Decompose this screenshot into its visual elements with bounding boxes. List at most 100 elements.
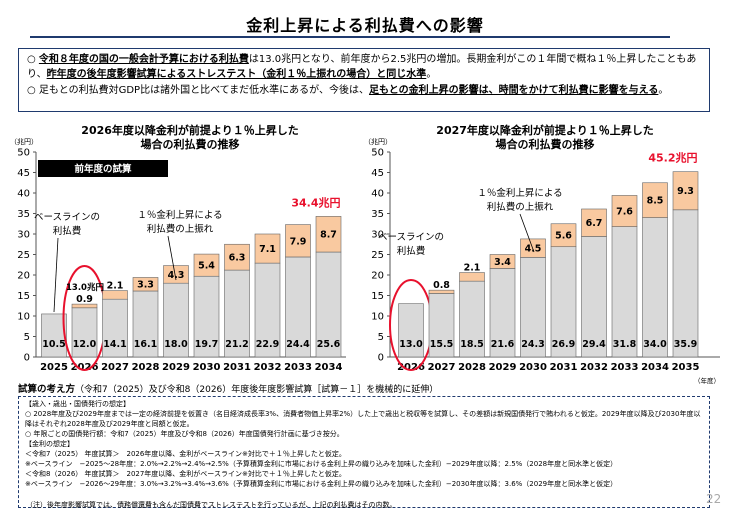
chart-1-bar-baseline-label: 24.4: [286, 339, 310, 350]
chart-1-bar-baseline: [315, 251, 342, 358]
chart-2-y-tick-label: 45: [371, 168, 384, 179]
chart-1-bar-upside-label: 6.3: [229, 253, 246, 264]
chart-2-bar-baseline-label: 13.0: [399, 339, 423, 350]
chart-1-title-line1: 2026年度以降金利が前提より１％上昇した: [81, 124, 299, 137]
chart-2-y-tick-label: 10: [371, 312, 384, 323]
summary-line-1: ○ 令和８年度の国の一般会計予算における利払費は13.0兆円となり、前年度から2…: [27, 52, 701, 82]
chart-1-bar-upside-label: 7.1: [259, 244, 276, 255]
chart-2-x-tick-label: 2027: [428, 362, 456, 373]
summary-end-1: 。: [426, 69, 437, 80]
chart-1-y-tick-label: 15: [17, 291, 30, 302]
chart-2-total-label: 45.2兆円: [648, 151, 697, 165]
chart-2-bar-upside: [428, 289, 455, 294]
chart-2-x-tick-label: 2035: [672, 362, 700, 373]
chart-2-bar-upside-label: 7.6: [616, 207, 633, 218]
chart-1-bar-upside-label: 7.9: [290, 236, 307, 247]
charts-canvas: （兆円）0510152025303540455010.5202512.00.92…: [10, 137, 720, 385]
note-line: 【歳入・歳出・国債発行の想定】: [25, 400, 130, 408]
chart-1-y-tick-label: 30: [17, 230, 30, 241]
chart-2-bar-upside-label: 8.5: [647, 196, 664, 207]
note-line: ＜令和8（2026） 年度試算＞ 2027年度以降、金利がベースライン※対比で＋…: [25, 470, 346, 478]
chart-2-bar-upside-label: 2.1: [464, 263, 481, 274]
chart-1-title-line2: 場合の利払費の推移: [140, 138, 240, 151]
chart-1-bar-upside: [285, 224, 311, 258]
note-line: ※ベースライン −2025〜28年度：2.0%→2.2%→2.4%→2.5%（予…: [25, 460, 618, 468]
page-title: 金利上昇による利払費への影響: [246, 16, 484, 35]
chart-1-bar-baseline-label: 18.0: [164, 339, 188, 350]
chart-1-bar-baseline-label: 12.0: [73, 339, 97, 350]
chart-1-y-tick-label: 50: [17, 148, 30, 159]
chart-2-y-tick-label: 5: [378, 332, 384, 343]
chart-1-bar-upside-label: 8.7: [320, 230, 337, 241]
chart-2-bar-baseline: [398, 303, 424, 358]
chart-1-bar-upside: [224, 243, 250, 271]
chart-1-bar-baseline: [254, 262, 281, 358]
chart-2-y-tick-label: 15: [371, 291, 384, 302]
chart-2-anno-upside-pointer: [519, 213, 535, 253]
chart-2-y-tick-label: 30: [371, 230, 384, 241]
chart-2-bar-baseline: [489, 268, 516, 358]
chart-2-bar-upside: [581, 208, 607, 237]
chart-2-bar-baseline-label: 24.3: [521, 339, 544, 350]
chart-1-y-tick-label: 35: [17, 209, 30, 220]
chart-1-x-tick-label: 2032: [254, 362, 282, 373]
chart-1-x-tick-label: 2034: [315, 362, 343, 373]
chart-2-bar-baseline: [642, 217, 668, 358]
note-line: ○ 年限ごとの国債発行額：令和7（2025）年度及び令和8（2026）年度国債発…: [25, 430, 344, 438]
chart-1-bar-upside: [102, 290, 128, 300]
summary-emphasis-2: 昨年度の後年度影響試算によるストレステスト（金利１％上振れの場合）と同じ水準: [46, 69, 427, 80]
chart-2-x-tick-label: 2031: [550, 362, 578, 373]
chart-1-badge: [38, 160, 168, 177]
chart-2-bar-upside: [550, 223, 577, 248]
chart-1-bar-baseline-label: 16.1: [134, 339, 157, 350]
chart-1-x-tick-label: 2033: [284, 362, 312, 373]
chart-2-bar-baseline: [459, 280, 485, 358]
chart-1-y-tick-label: 25: [17, 250, 30, 261]
chart-1-bar-upside-label: 0.9: [76, 294, 93, 305]
chart-2-bar-upside-label: 3.4: [494, 257, 511, 268]
chart-1-bar-baseline-label: 21.2: [225, 339, 248, 350]
chart-2-bar-baseline-label: 31.8: [613, 339, 637, 350]
chart-2-bar-baseline: [672, 209, 699, 358]
chart-2-bar-upside-label: 6.7: [586, 218, 603, 229]
chart-1-bar-upside: [132, 277, 159, 292]
chart-2-x-tick-label: 2032: [580, 362, 608, 373]
chart-1-unit-label: （兆円）: [10, 137, 38, 146]
chart-1-bar-baseline: [102, 298, 128, 358]
summary-text-1: は13.0兆円となり、前年度から2.5兆円の増加。長期金利がこの１年間で概ね１％…: [27, 54, 697, 80]
chart-2-x-tick-label: 2033: [611, 362, 639, 373]
chart-2-y-tick-label: 0: [378, 353, 384, 364]
chart-2-bar-baseline: [520, 257, 546, 358]
chart-1-bar-baseline-label: 14.1: [103, 339, 126, 350]
chart-1-bar-upside: [193, 253, 220, 277]
summary-text-2: ○ 足もとの利払費対GDP比は諸外国と比べてまだ低水準にあるが、今後は、: [27, 85, 369, 96]
chart-1-bar-upside-label: 4.3: [168, 270, 185, 281]
chart-1-y-tick-label: 45: [17, 168, 30, 179]
chart-2-x-tick-label: 2026: [397, 362, 425, 373]
method-heading: 試算の考え方（令和7（2025）及び令和8（2026）年度後年度影響試算［試算－…: [18, 381, 438, 395]
chart-2-bar-upside: [611, 195, 638, 227]
chart-1-x-tick-label: 2028: [132, 362, 160, 373]
chart-1-anno-upside-1: １％金利上昇による: [137, 209, 222, 221]
chart-1-bar-baseline: [193, 275, 220, 358]
note-line: ※ベースライン −2026〜29年度：3.0%→3.2%→3.4%→3.6%（予…: [25, 480, 618, 488]
chart-2-anno-upside-1: １％金利上昇による: [477, 187, 562, 199]
chart-1-bar-baseline-label: 10.5: [42, 339, 65, 350]
chart-1-anno-baseline-1: ベースラインの: [34, 212, 100, 223]
chart-2-bar-baseline-label: 29.4: [582, 339, 606, 350]
chart-1-bar-upside: [315, 216, 342, 253]
chart-2-bar-baseline-label: 34.0: [643, 339, 667, 350]
chart-1-x-tick-label: 2029: [162, 362, 190, 373]
chart-1-x-tick-label: 2026: [71, 362, 99, 373]
chart-1-bar-baseline: [224, 269, 250, 358]
title-divider: [30, 36, 670, 38]
chart-2-bar-baseline: [581, 236, 607, 358]
chart-1-bar2026-total: 13.0兆円: [66, 282, 104, 293]
chart-1-bar-baseline: [132, 290, 159, 358]
page-number: 22: [706, 492, 722, 506]
chart-1-bar-baseline-label: 19.7: [195, 339, 218, 350]
chart-2-bar-upside: [642, 182, 668, 218]
chart-2-bar-upside: [459, 272, 485, 282]
chart-2-bar-baseline-label: 26.9: [552, 339, 575, 350]
chart-2-bar-upside: [672, 171, 699, 211]
